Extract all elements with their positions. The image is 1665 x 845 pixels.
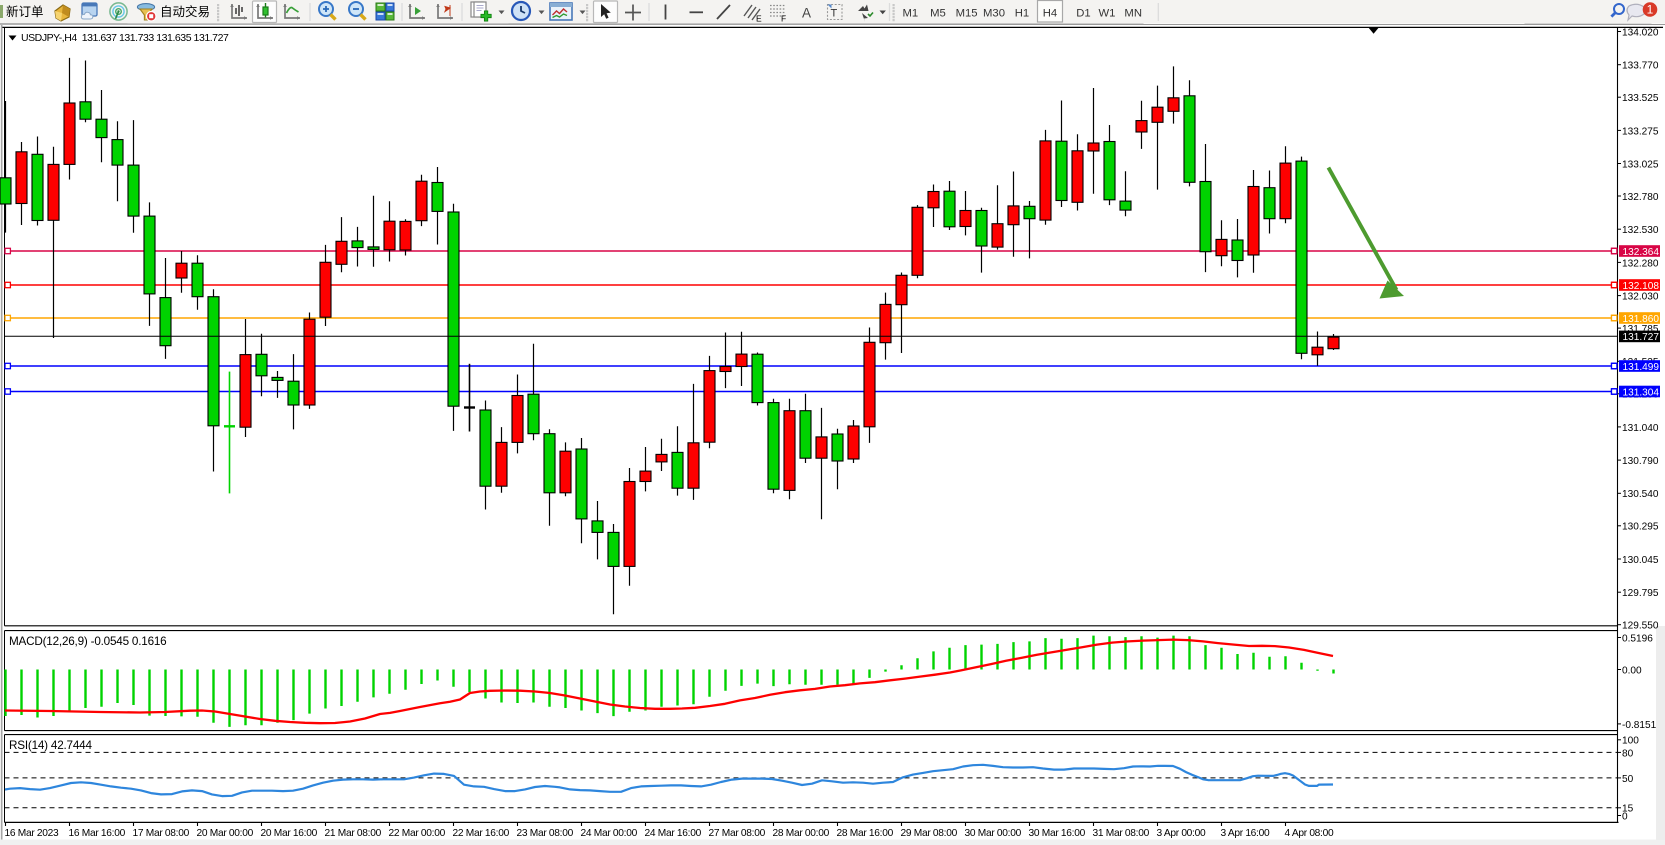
- svg-text:1: 1: [1647, 3, 1654, 17]
- svg-text:129.550: 129.550: [1622, 621, 1659, 632]
- svg-text:131.040: 131.040: [1622, 423, 1659, 434]
- svg-text:0: 0: [1622, 811, 1628, 822]
- svg-text:17 Mar 08:00: 17 Mar 08:00: [133, 828, 190, 839]
- svg-text:H4: H4: [1043, 7, 1057, 19]
- svg-text:132.108: 132.108: [1623, 281, 1660, 292]
- svg-text:132.364: 132.364: [1623, 247, 1660, 258]
- svg-text:28 Mar 16:00: 28 Mar 16:00: [837, 828, 894, 839]
- svg-text:0.5196: 0.5196: [1622, 633, 1653, 644]
- svg-text:3 Apr 16:00: 3 Apr 16:00: [1221, 828, 1270, 839]
- svg-text:131.499: 131.499: [1623, 362, 1660, 373]
- svg-text:22 Mar 00:00: 22 Mar 00:00: [389, 828, 446, 839]
- svg-text:21 Mar 08:00: 21 Mar 08:00: [325, 828, 382, 839]
- svg-text:新订单: 新订单: [6, 4, 44, 19]
- svg-text:29 Mar 08:00: 29 Mar 08:00: [901, 828, 958, 839]
- svg-text:E: E: [756, 14, 762, 24]
- svg-text:133.025: 133.025: [1622, 159, 1659, 170]
- svg-text:131.785: 131.785: [1622, 324, 1659, 335]
- svg-text:F: F: [781, 14, 786, 24]
- svg-text:15: 15: [1622, 804, 1634, 815]
- svg-text:24 Mar 00:00: 24 Mar 00:00: [581, 828, 638, 839]
- svg-text:80: 80: [1622, 748, 1634, 759]
- svg-text:USDJPY-,H4 131.637 131.733 13: USDJPY-,H4 131.637 131.733 131.635 131.7…: [21, 32, 229, 44]
- svg-text:RSI(14) 42.7444: RSI(14) 42.7444: [9, 739, 92, 752]
- svg-text:132.530: 132.530: [1622, 225, 1659, 236]
- svg-text:22 Mar 16:00: 22 Mar 16:00: [453, 828, 510, 839]
- svg-text:130.295: 130.295: [1622, 522, 1659, 533]
- svg-text:20 Mar 16:00: 20 Mar 16:00: [261, 828, 318, 839]
- svg-text:132.780: 132.780: [1622, 192, 1659, 203]
- svg-text:129.795: 129.795: [1622, 588, 1659, 599]
- svg-text:28 Mar 00:00: 28 Mar 00:00: [773, 828, 830, 839]
- svg-text:131.860: 131.860: [1623, 314, 1660, 325]
- svg-text:132.030: 132.030: [1622, 292, 1659, 303]
- svg-text:16 Mar 16:00: 16 Mar 16:00: [69, 828, 126, 839]
- svg-text:M5: M5: [930, 7, 946, 19]
- svg-text:130.790: 130.790: [1622, 456, 1659, 467]
- svg-text:H1: H1: [1015, 7, 1029, 19]
- svg-text:T: T: [831, 8, 838, 20]
- svg-text:4 Apr 08:00: 4 Apr 08:00: [1285, 828, 1334, 839]
- svg-text:132.280: 132.280: [1622, 258, 1659, 269]
- svg-text:133.525: 133.525: [1622, 93, 1659, 104]
- svg-text:W1: W1: [1099, 7, 1116, 19]
- svg-text:27 Mar 08:00: 27 Mar 08:00: [709, 828, 766, 839]
- svg-text:3 Apr 00:00: 3 Apr 00:00: [1157, 828, 1206, 839]
- svg-text:M15: M15: [956, 7, 978, 19]
- svg-text:30 Mar 16:00: 30 Mar 16:00: [1029, 828, 1086, 839]
- svg-text:24 Mar 16:00: 24 Mar 16:00: [645, 828, 702, 839]
- svg-text:M1: M1: [902, 7, 918, 19]
- svg-text:31 Mar 08:00: 31 Mar 08:00: [1093, 828, 1150, 839]
- svg-text:MACD(12,26,9) -0.0545 0.1616: MACD(12,26,9) -0.0545 0.1616: [9, 635, 166, 648]
- svg-text:130.045: 130.045: [1622, 555, 1659, 566]
- svg-text:M30: M30: [983, 7, 1005, 19]
- svg-text:D1: D1: [1076, 7, 1090, 19]
- svg-text:133.770: 133.770: [1622, 61, 1659, 72]
- svg-text:133.275: 133.275: [1622, 126, 1659, 137]
- svg-text:50: 50: [1622, 774, 1634, 785]
- svg-text:20 Mar 00:00: 20 Mar 00:00: [197, 828, 254, 839]
- svg-text:131.727: 131.727: [1623, 332, 1660, 343]
- svg-text:0.00: 0.00: [1622, 665, 1642, 676]
- svg-text:A: A: [802, 6, 811, 21]
- svg-text:100: 100: [1622, 736, 1639, 747]
- svg-text:130.540: 130.540: [1622, 489, 1659, 500]
- svg-text:131.304: 131.304: [1623, 388, 1660, 399]
- svg-text:134.020: 134.020: [1622, 27, 1659, 38]
- svg-text:-0.8151: -0.8151: [1622, 720, 1657, 731]
- svg-text:MN: MN: [1124, 7, 1142, 19]
- svg-text:16 Mar 2023: 16 Mar 2023: [5, 828, 60, 839]
- svg-text:自动交易: 自动交易: [160, 4, 210, 19]
- svg-text:23 Mar 08:00: 23 Mar 08:00: [517, 828, 574, 839]
- svg-text:30 Mar 00:00: 30 Mar 00:00: [965, 828, 1022, 839]
